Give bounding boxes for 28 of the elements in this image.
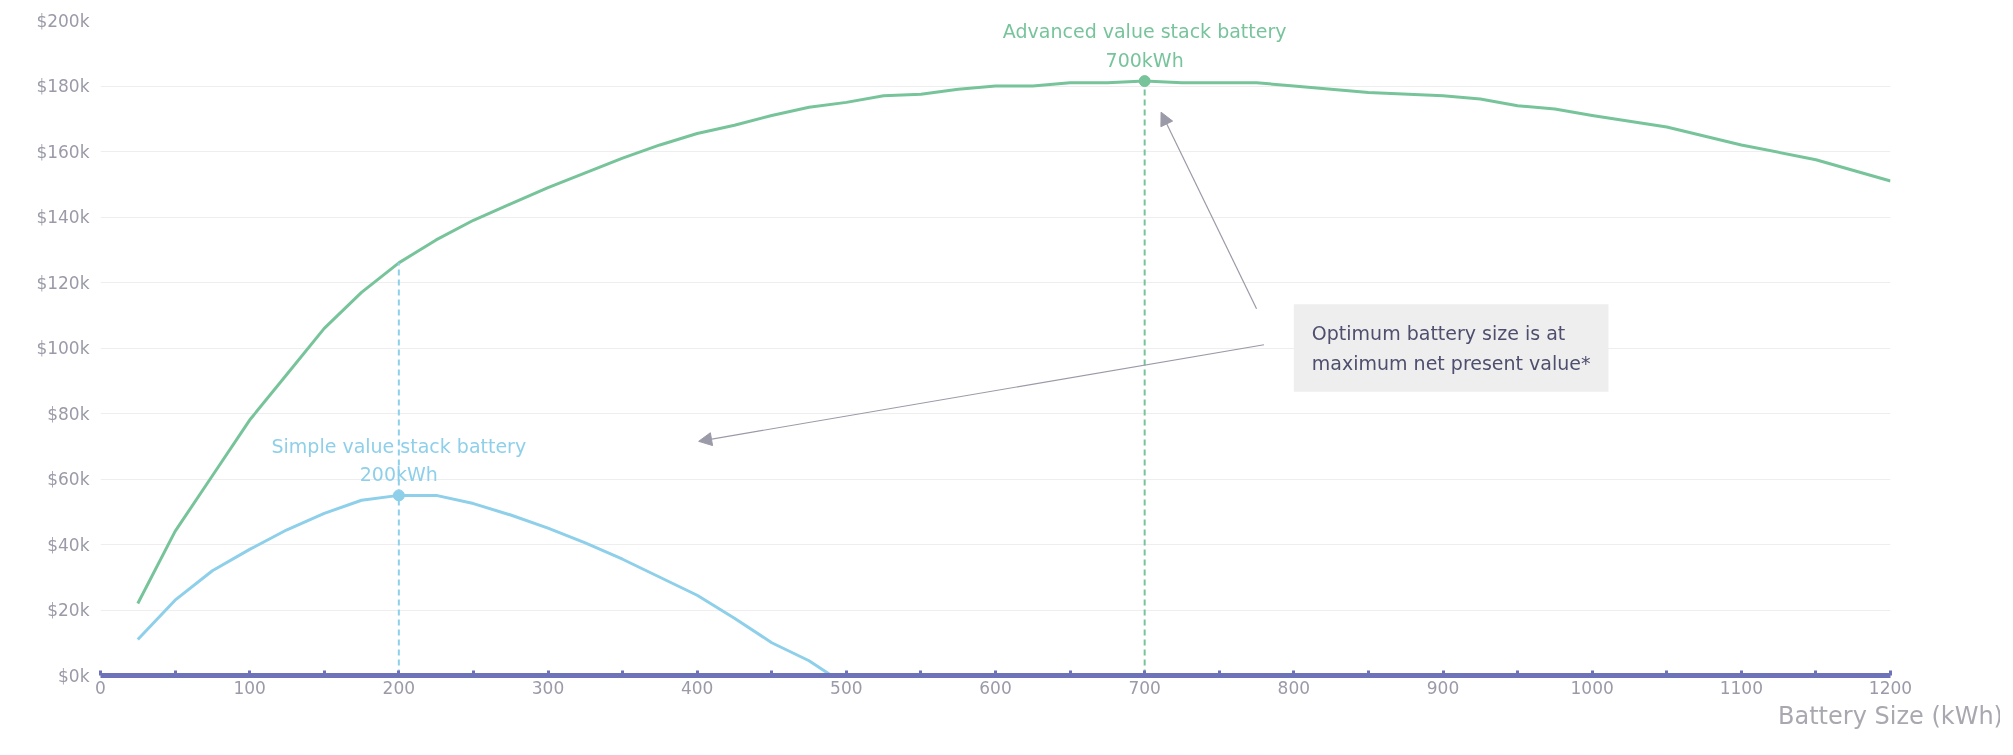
annotation: Optimum battery size is at maximum net present value* bbox=[1311, 322, 1591, 374]
y-tick-label: $40k bbox=[47, 534, 90, 555]
y-tick-label: $200k bbox=[36, 10, 90, 31]
x-tick-label: 500 bbox=[830, 677, 863, 698]
x-tick-label: 400 bbox=[680, 677, 714, 698]
x-tick-label: 1100 bbox=[1719, 677, 1763, 698]
x-axis-title: Battery Size (kWh) bbox=[1778, 701, 2003, 730]
x-tick-label: 200 bbox=[382, 677, 416, 698]
y-tick-label: $180k bbox=[36, 76, 90, 96]
annotation: Advanced value stack battery 700kWh bbox=[1002, 20, 1287, 72]
x-tick-label: 800 bbox=[1277, 677, 1311, 698]
y-tick-label: $0k bbox=[58, 665, 90, 686]
y-tick-label: $20k bbox=[47, 600, 90, 620]
y-tick-label: $140k bbox=[36, 207, 90, 227]
y-tick-label: $100k bbox=[36, 338, 90, 358]
x-tick-label: 700 bbox=[1128, 677, 1161, 698]
x-tick-label: 1000 bbox=[1570, 677, 1614, 698]
x-tick-label: 900 bbox=[1426, 677, 1460, 698]
y-tick-label: $60k bbox=[47, 469, 90, 489]
y-tick-label: $120k bbox=[36, 272, 90, 293]
x-tick-label: 1200 bbox=[1868, 677, 1913, 698]
y-tick-label: $80k bbox=[47, 403, 90, 424]
annotation: Simple value stack battery 200kWh bbox=[271, 434, 527, 486]
x-tick-label: 600 bbox=[979, 677, 1012, 698]
x-tick-label: 0 bbox=[95, 677, 106, 698]
x-tick-label: 100 bbox=[233, 677, 266, 698]
x-tick-label: 300 bbox=[531, 677, 565, 698]
y-tick-label: $160k bbox=[36, 141, 90, 162]
